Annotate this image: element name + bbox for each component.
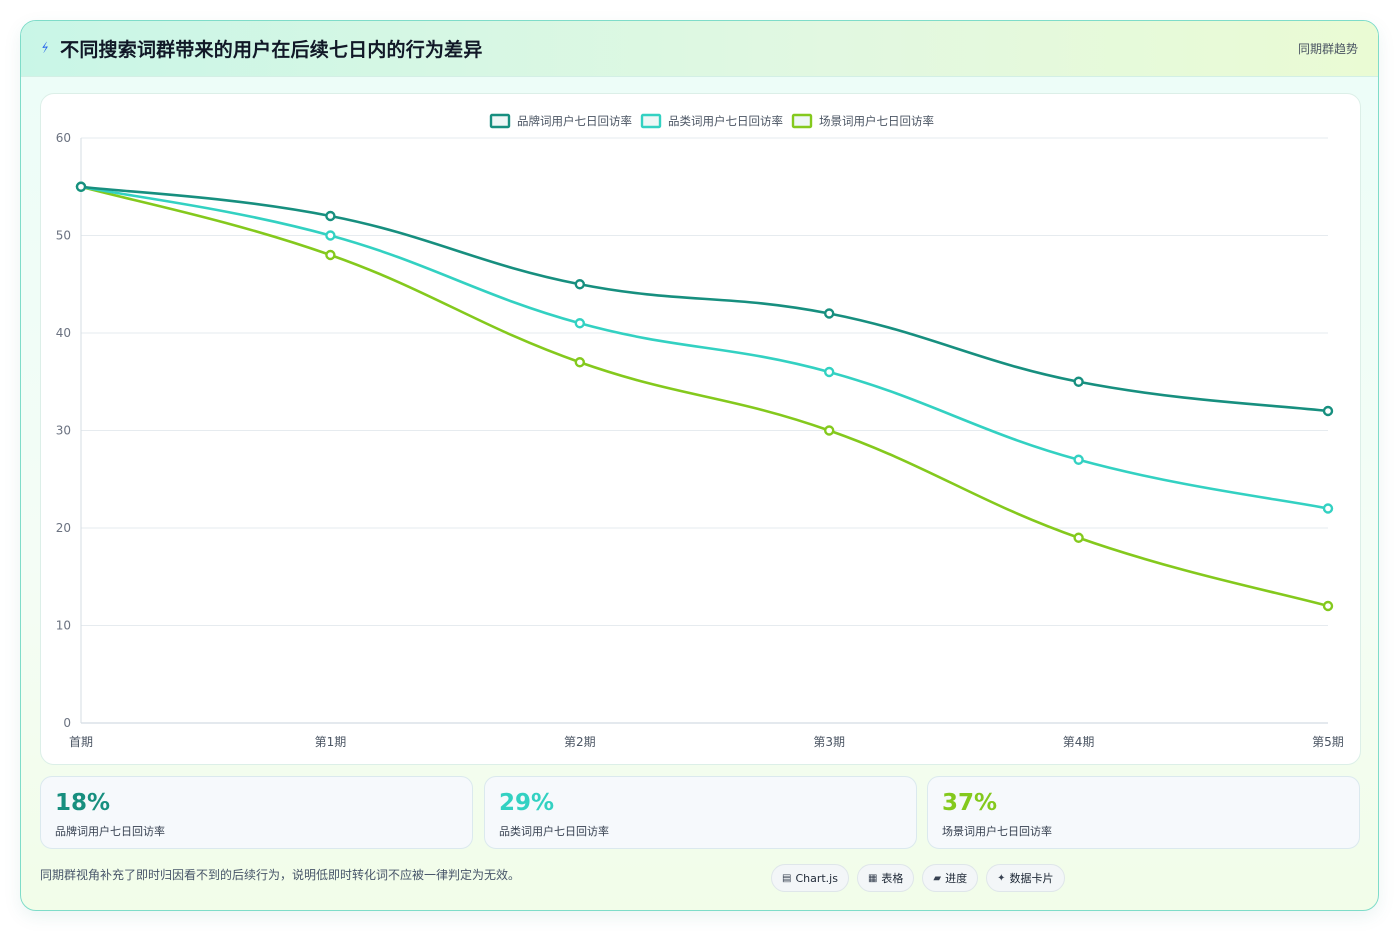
- series-line: [80, 185, 1329, 413]
- data-point: [574, 357, 585, 368]
- data-point: [824, 366, 835, 378]
- kpi-value: 29%: [499, 790, 555, 816]
- kpi-label: 品牌词用户七日回访率: [55, 825, 165, 838]
- lightning-icon: ⚡: [38, 39, 53, 58]
- series-line: [80, 185, 1329, 608]
- kpi-value: 18%: [55, 790, 111, 816]
- legend-label: 品牌词用户七日回访率: [517, 114, 632, 128]
- chip-progress[interactable]: ▰ 进度: [922, 864, 979, 892]
- y-tick-label: 30: [56, 424, 71, 438]
- page-title: 不同搜索词群带来的用户在后续七日内的行为差异: [60, 39, 483, 61]
- series-line: [80, 185, 1329, 510]
- data-point: [325, 230, 336, 241]
- legend-swatch: [791, 113, 813, 129]
- card-header: ⚡ 不同搜索词群带来的用户在后续七日内的行为差异 同期群趋势: [21, 21, 1378, 77]
- data-point: [75, 181, 87, 192]
- chip-label: 进度: [945, 872, 968, 885]
- data-point: [1322, 600, 1334, 612]
- y-tick-label: 0: [63, 716, 71, 730]
- kpi-card-category: 29% 品类词用户七日回访率: [484, 776, 917, 849]
- chip-label: 数据卡片: [1009, 872, 1054, 885]
- x-tick-label: 第1期: [315, 735, 347, 749]
- card-icon: ✦: [997, 872, 1006, 884]
- y-tick-label: 50: [56, 229, 71, 243]
- data-point: [1073, 454, 1084, 465]
- x-tick-label: 首期: [69, 735, 93, 749]
- chip-table[interactable]: ▦ 表格: [856, 864, 915, 892]
- data-point: [824, 425, 835, 436]
- chip-label: 表格: [881, 872, 904, 885]
- chip-chartjs[interactable]: ▤ Chart.js: [771, 864, 849, 892]
- kpi-card-scene: 37% 场景词用户七日回访率: [927, 776, 1360, 849]
- x-tick-label: 第2期: [564, 735, 596, 749]
- kpi-label: 场景词用户七日回访率: [942, 825, 1052, 838]
- y-tick-label: 10: [56, 619, 71, 633]
- dashboard-card: ⚡ 不同搜索词群带来的用户在后续七日内的行为差异 同期群趋势 0 10 20 30 40…: [20, 20, 1379, 911]
- legend-label: 场景词用户七日回访率: [819, 114, 934, 128]
- y-tick-label: 40: [56, 326, 71, 340]
- y-tick-label: 20: [56, 521, 71, 535]
- data-point: [574, 318, 585, 329]
- legend-swatch: [640, 113, 662, 129]
- chip-label: Chart.js: [795, 871, 838, 885]
- legend-label: 品类词用户七日回访率: [668, 114, 783, 128]
- chart-icon: ▤: [782, 872, 792, 884]
- data-point: [325, 210, 336, 222]
- cohort-trend-tag: 同期群趋势: [1297, 42, 1358, 56]
- legend-swatch: [489, 113, 511, 129]
- data-point: [574, 279, 585, 290]
- data-point: [1322, 405, 1334, 417]
- x-tick-label: 第3期: [813, 735, 845, 749]
- x-tick-label: 第4期: [1063, 735, 1095, 749]
- chart-panel: 0 10 20 30 40 50 60 首期 第1期 第2期 第3期 第4期 第5期 品牌词用户七日回访率…: [40, 93, 1361, 765]
- data-point: [1073, 532, 1084, 543]
- view-chips: ▤ Chart.js ▦ 表格 ▰ 进度 ✦ 数据卡片: [771, 864, 1065, 892]
- data-point: [325, 249, 336, 261]
- table-icon: ▦: [867, 872, 878, 884]
- progress-icon: ▰: [933, 872, 942, 884]
- x-tick-label: 第5期: [1312, 735, 1344, 749]
- data-point: [824, 308, 835, 319]
- kpi-label: 品类词用户七日回访率: [499, 825, 609, 838]
- footnote: 同期群视角补充了即时归因看不到的后续行为，说明低即时转化词不应被一律判定为无效。: [40, 868, 521, 882]
- data-point: [1322, 503, 1334, 514]
- data-point: [1073, 376, 1084, 387]
- kpi-card-brand: 18% 品牌词用户七日回访率: [40, 776, 473, 849]
- line-chart: 0 10 20 30 40 50 60 首期 第1期 第2期 第3期 第4期 第5期 品牌词用户七日回访率…: [56, 113, 1344, 749]
- chip-data-card[interactable]: ✦ 数据卡片: [986, 864, 1065, 892]
- kpi-value: 37%: [942, 790, 998, 816]
- y-tick-label: 60: [56, 131, 71, 145]
